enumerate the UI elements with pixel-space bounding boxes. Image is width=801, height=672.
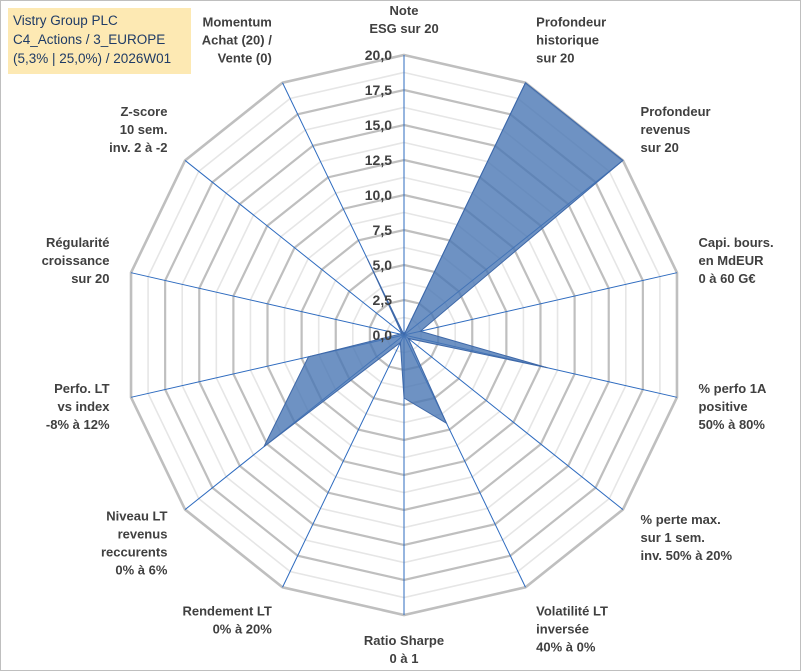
title-line-company: Vistry Group PLC <box>13 13 118 28</box>
radial-tick-label: 10,0 <box>365 187 392 203</box>
axis-spoke <box>403 272 678 336</box>
radial-tick-label: 0,0 <box>373 327 393 343</box>
title-line-period: (5,3% | 25,0%) / 2026W01 <box>13 51 172 66</box>
radial-tick-label: 17,5 <box>365 82 392 98</box>
axis-label: Ratio Sharpe 0 à 1 <box>364 633 444 666</box>
data-series-area <box>263 81 624 448</box>
axis-label: Rendement LT 0% à 20% <box>183 603 273 636</box>
axis-label: Capi. bours. en MdEUR 0 à 60 G€ <box>698 235 773 286</box>
axis-label: Niveau LT revenus reccurents 0% à 6% <box>101 508 168 577</box>
axis-label: Régularité croissance sur 20 <box>42 235 110 286</box>
radial-tick-label: 15,0 <box>365 117 392 133</box>
axis-spoke <box>282 334 405 588</box>
axis-label: Profondeur historique sur 20 <box>536 15 606 66</box>
chart-title-box: Vistry Group PLC C4_Actions / 3_EUROPE (… <box>8 8 191 74</box>
radial-tick-label: 5,0 <box>373 257 393 273</box>
axis-label: Volatilité LT inversée 40% à 0% <box>536 603 608 654</box>
axis-label: Momentum Achat (20) / Vente (0) <box>202 15 272 66</box>
axis-label: Note ESG sur 20 <box>369 3 438 36</box>
radial-tick-label: 2,5 <box>373 292 393 308</box>
title-line-category: C4_Actions / 3_EUROPE <box>13 32 166 47</box>
radial-tick-label: 20,0 <box>365 47 392 63</box>
axis-label: Profondeur revenus sur 20 <box>641 104 711 155</box>
axis-spoke <box>403 334 624 510</box>
axis-label: % perte max. sur 1 sem. inv. 50% à 20% <box>641 512 733 563</box>
axis-spoke <box>130 272 405 336</box>
radial-tick-label: 7,5 <box>373 222 393 238</box>
radial-tick-label: 12,5 <box>365 152 392 168</box>
axis-spoke <box>184 160 405 336</box>
axis-label: % perfo 1A positive 50% à 80% <box>698 381 767 432</box>
axis-label: Z-score 10 sem. inv. 2 à -2 <box>109 104 167 155</box>
axis-label: Perfo. LT vs index -8% à 12% <box>46 381 110 432</box>
